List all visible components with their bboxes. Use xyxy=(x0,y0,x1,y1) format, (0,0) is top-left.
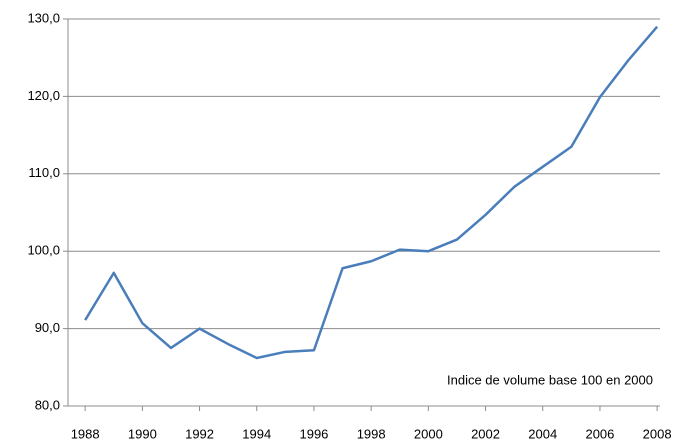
x-tick-label: 1996 xyxy=(299,426,328,441)
x-tick-label: 2008 xyxy=(643,426,672,441)
y-tick-label: 120,0 xyxy=(27,88,60,103)
line-series xyxy=(84,25,659,360)
x-tick-label: 2002 xyxy=(471,426,500,441)
y-tick-label: 80,0 xyxy=(35,397,60,412)
x-tick-label: 2000 xyxy=(414,426,443,441)
x-tick-label: 1988 xyxy=(71,426,100,441)
x-tick-label: 2004 xyxy=(528,426,557,441)
x-tick-label: 1990 xyxy=(128,426,157,441)
y-tick-label: 90,0 xyxy=(35,320,60,335)
x-tick-label: 1992 xyxy=(185,426,214,441)
y-tick-label: 100,0 xyxy=(27,243,60,258)
x-tick-label: 1994 xyxy=(242,426,271,441)
y-tick-label: 130,0 xyxy=(27,10,60,25)
y-tick-label: 110,0 xyxy=(28,165,60,180)
x-tick-label: 2006 xyxy=(585,426,614,441)
annotation: Indice de volume base 100 en 2000 xyxy=(447,372,653,387)
x-tick-label: 1998 xyxy=(357,426,386,441)
